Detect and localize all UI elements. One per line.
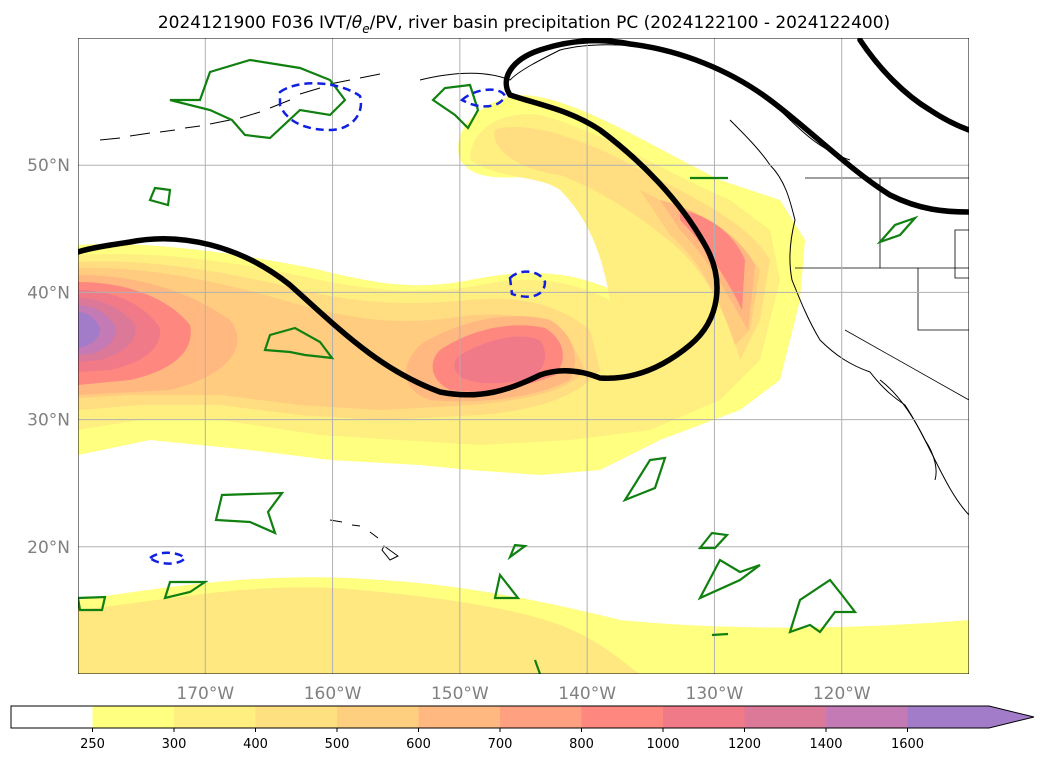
state-borders: [795, 177, 969, 401]
colorbar-tick-label: 1400: [809, 737, 842, 752]
theta-e-contour: [788, 578, 858, 634]
colorbar-bin: [337, 706, 419, 728]
colorbar-tick-label: 300: [162, 737, 187, 752]
hawaii-islands: [329, 519, 399, 561]
colorbar-bin: [500, 706, 582, 728]
colorbar-tick-label: 600: [406, 737, 431, 752]
colorbar-bin: [744, 706, 827, 728]
ivt-band-300-south: [78, 587, 640, 674]
theta-e-contour: [876, 215, 919, 245]
ivt-shading: [78, 95, 969, 674]
theta-e-contour: [507, 543, 528, 561]
pv-contour-ne: [857, 38, 969, 133]
theta-e-contour: [711, 632, 729, 637]
colorbar-outline: [10, 705, 1035, 729]
ivt-band-1000: [78, 290, 546, 384]
pv-contour-main: [78, 38, 969, 398]
dashed-contour: [508, 270, 547, 298]
theta-e-contours: [78, 58, 919, 674]
theta-e-contour: [697, 531, 730, 550]
theta-e-contour: [493, 572, 521, 600]
theta-e-contour: [697, 558, 761, 601]
theta-e-contour: [214, 491, 285, 536]
ivt-band-1600: [78, 312, 100, 348]
theta-e-contour: [78, 595, 107, 612]
colorbar-bin: [174, 706, 256, 728]
chart-title: 2024121900 F036 IVT/θe/PV, river basin p…: [158, 13, 890, 36]
colorbar-tick-label: 1600: [891, 737, 924, 752]
colorbar-bin: [418, 706, 501, 728]
lat-tick-label: 50°N: [27, 156, 70, 176]
theta-e-contour: [263, 326, 335, 360]
north-america-west-coast: [729, 119, 969, 516]
colorbar-bin: [92, 706, 175, 728]
colorbar-bin: [907, 706, 990, 728]
lon-tick-label: 140°W: [558, 684, 616, 704]
lat-tick-label: 20°N: [27, 538, 70, 558]
pv-contour: [78, 38, 969, 398]
dashed-contours: [147, 82, 547, 565]
lon-tick-labels: 170°W 160°W 150°W 140°W 130°W 120°W: [176, 684, 870, 704]
colorbar-bin: [663, 706, 745, 728]
colorbar-bin: [581, 706, 664, 728]
lon-tick-label: 170°W: [176, 684, 234, 704]
lat-tick-label: 40°N: [27, 283, 70, 303]
colorbar-bin: [11, 706, 93, 728]
baja-california: [879, 379, 937, 481]
colorbar-tick-label: 400: [243, 737, 268, 752]
theta-e-contour: [169, 58, 347, 140]
theta-e-contour: [533, 659, 542, 674]
colorbar: 250 300 400 500 600 700 800 1000 1200 1400 1600: [10, 705, 1035, 752]
ivt-band-800: [78, 210, 745, 392]
lat-tick-labels: 20°N 30°N 40°N 50°N: [27, 156, 70, 558]
theta-e-contour: [622, 456, 667, 503]
colorbar-extend-arrow: [989, 706, 1034, 728]
colorbar-tick-label: 1200: [728, 737, 761, 752]
theta-e-contour: [431, 83, 480, 130]
lon-tick-label: 120°W: [813, 684, 871, 704]
colorbar-bin: [826, 706, 908, 728]
ivt-band-500: [78, 190, 760, 410]
colorbar-bin: [255, 706, 338, 728]
colorbar-tick-label: 500: [325, 737, 350, 752]
lon-tick-label: 150°W: [431, 684, 489, 704]
colorbar-tick-label: 700: [488, 737, 513, 752]
dashed-contour: [278, 82, 363, 132]
colorbar-tick-label: 800: [569, 737, 594, 752]
gridlines: [78, 38, 969, 674]
colorbar-tick-label: 250: [80, 737, 105, 752]
map-panel: [78, 38, 969, 674]
lat-tick-label: 30°N: [27, 411, 70, 431]
lon-tick-label: 160°W: [304, 684, 362, 704]
theta-e-contour: [148, 186, 172, 207]
theta-e-contour: [163, 580, 209, 600]
dashed-contour: [459, 88, 507, 108]
lon-tick-label: 130°W: [686, 684, 744, 704]
colorbar-tick-label: 1000: [646, 737, 679, 752]
